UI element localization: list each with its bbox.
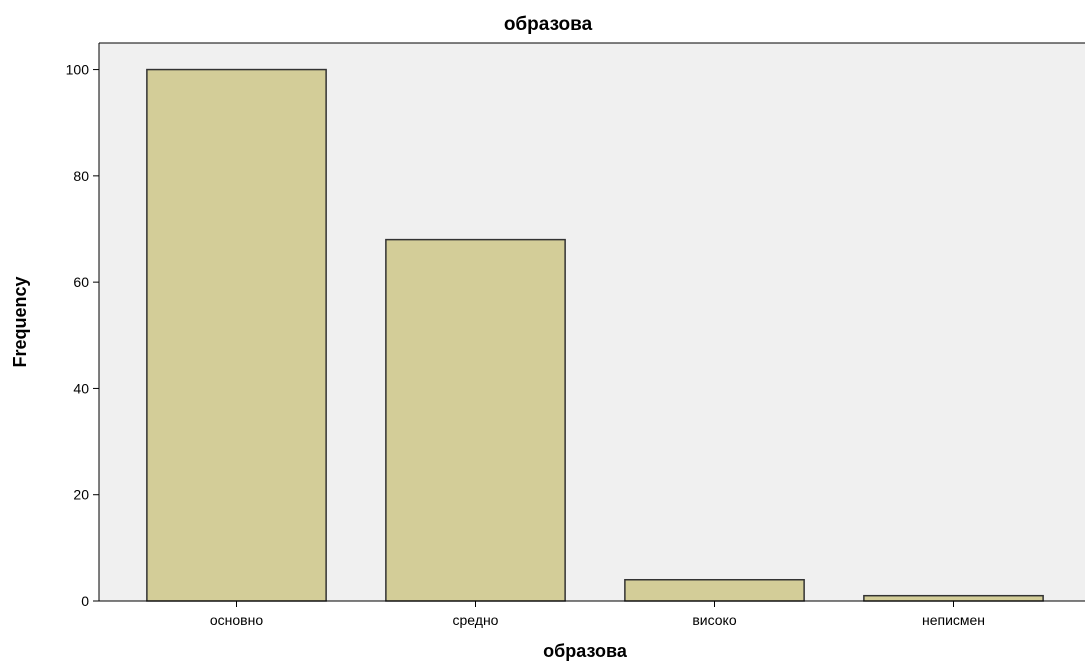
bar-2 — [624, 578, 805, 602]
x-axis-ticks: основно средно високо неписмен — [210, 601, 985, 628]
bar-3 — [863, 594, 1044, 602]
y-tick-label: 80 — [73, 168, 89, 184]
y-tick-label: 0 — [81, 593, 89, 609]
y-tick-label: 100 — [66, 62, 90, 78]
chart-title: образова — [504, 14, 593, 35]
y-axis-ticks: 0 20 40 60 80 100 — [66, 62, 99, 609]
y-tick-label: 60 — [73, 274, 89, 290]
bar-1 — [385, 238, 566, 602]
x-tick-label: високо — [692, 612, 736, 628]
x-axis-label: образова — [543, 641, 628, 661]
x-tick-label: основно — [210, 612, 263, 628]
y-tick-label: 20 — [73, 487, 89, 503]
x-tick-label: неписмен — [922, 612, 985, 628]
y-axis-label: Frequency — [10, 276, 30, 367]
bar-0 — [146, 68, 327, 602]
x-tick-label: средно — [453, 612, 499, 628]
y-tick-label: 40 — [73, 380, 89, 396]
bars — [146, 68, 1044, 602]
